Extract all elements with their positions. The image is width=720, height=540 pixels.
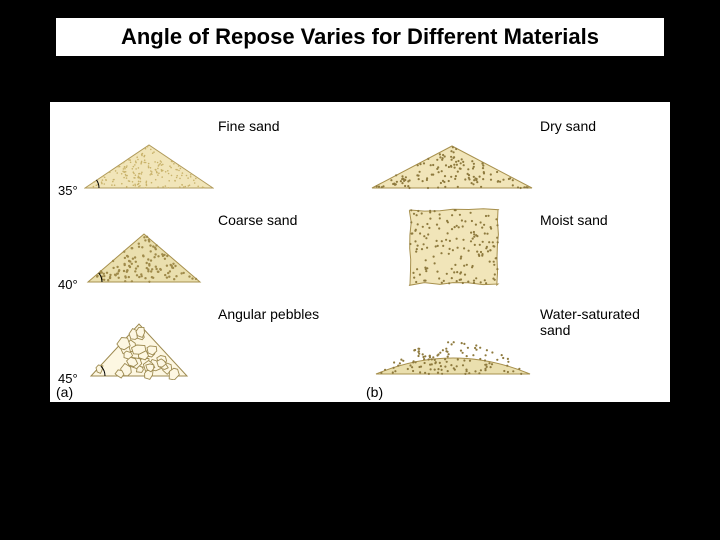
pile-shape [84,206,214,286]
panel-b: Dry sand Moist sand Water-saturatedsand … [360,102,670,402]
row-coarse-sand: 40° Coarse sand [50,202,360,294]
row-fine-sand: 35° Fine sand [50,108,360,200]
panel-b-label: (b) [366,384,383,400]
pile-shape [370,206,535,286]
row-dry-sand: Dry sand [360,108,670,200]
pile-shape [370,300,535,380]
row-water-saturated-sand: Water-saturatedsand [360,296,670,388]
pile-shape [370,112,535,192]
material-label: Coarse sand [218,212,297,228]
figure: 35° Fine sand 40° Coarse sand 45° Angula… [50,102,670,402]
page-title: Angle of Repose Varies for Different Mat… [68,24,652,50]
pile-shape [84,300,214,380]
material-label: Water-saturatedsand [540,306,640,338]
material-label: Dry sand [540,118,596,134]
panel-a: 35° Fine sand 40° Coarse sand 45° Angula… [50,102,360,402]
pile-shape [84,112,214,192]
page: Angle of Repose Varies for Different Mat… [0,0,720,540]
material-label: Angular pebbles [218,306,319,322]
material-label: Moist sand [540,212,608,228]
row-moist-sand: Moist sand [360,202,670,294]
row-angular-pebbles: 45° Angular pebbles [50,296,360,388]
angle-label: 40° [58,277,78,292]
title-bar: Angle of Repose Varies for Different Mat… [56,18,664,56]
angle-label: 35° [58,183,78,198]
panel-a-label: (a) [56,384,73,400]
material-label: Fine sand [218,118,279,134]
